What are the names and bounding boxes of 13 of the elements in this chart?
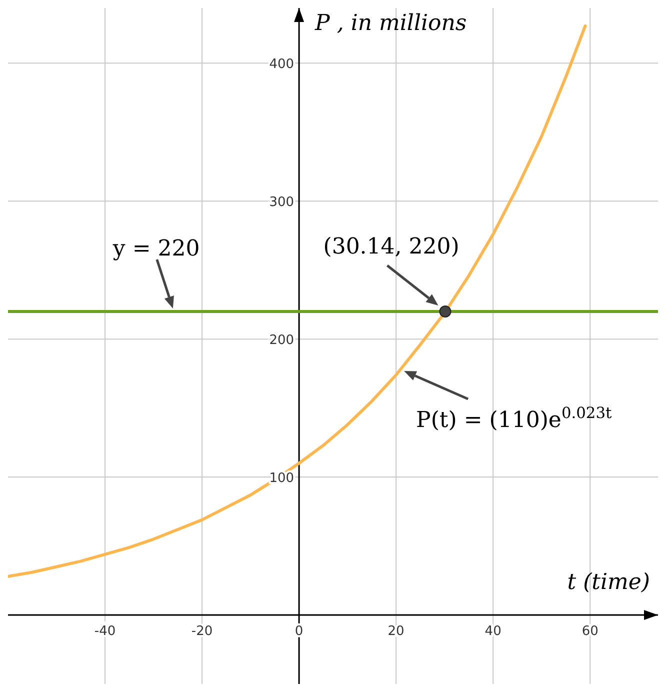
x-axis-title: t (time): [567, 570, 650, 596]
annotation: (30.14, 220): [323, 234, 460, 260]
x-tick-label: 40: [484, 624, 502, 640]
y-tick-label: 400: [269, 57, 294, 72]
x-tick-label: -40: [94, 624, 116, 640]
y-tick-label: 300: [269, 195, 294, 210]
x-tick-label: -20: [191, 624, 213, 640]
y-tick-label: 200: [269, 333, 294, 348]
y-axis-title: P , in millions: [314, 11, 467, 36]
x-tick-label: 20: [388, 624, 404, 640]
series-label: P(t) = (110)e$^{0.023t}$: [416, 404, 613, 433]
ref-line-label: y = 220: [112, 236, 200, 262]
x-tick-label: 60: [582, 624, 598, 640]
